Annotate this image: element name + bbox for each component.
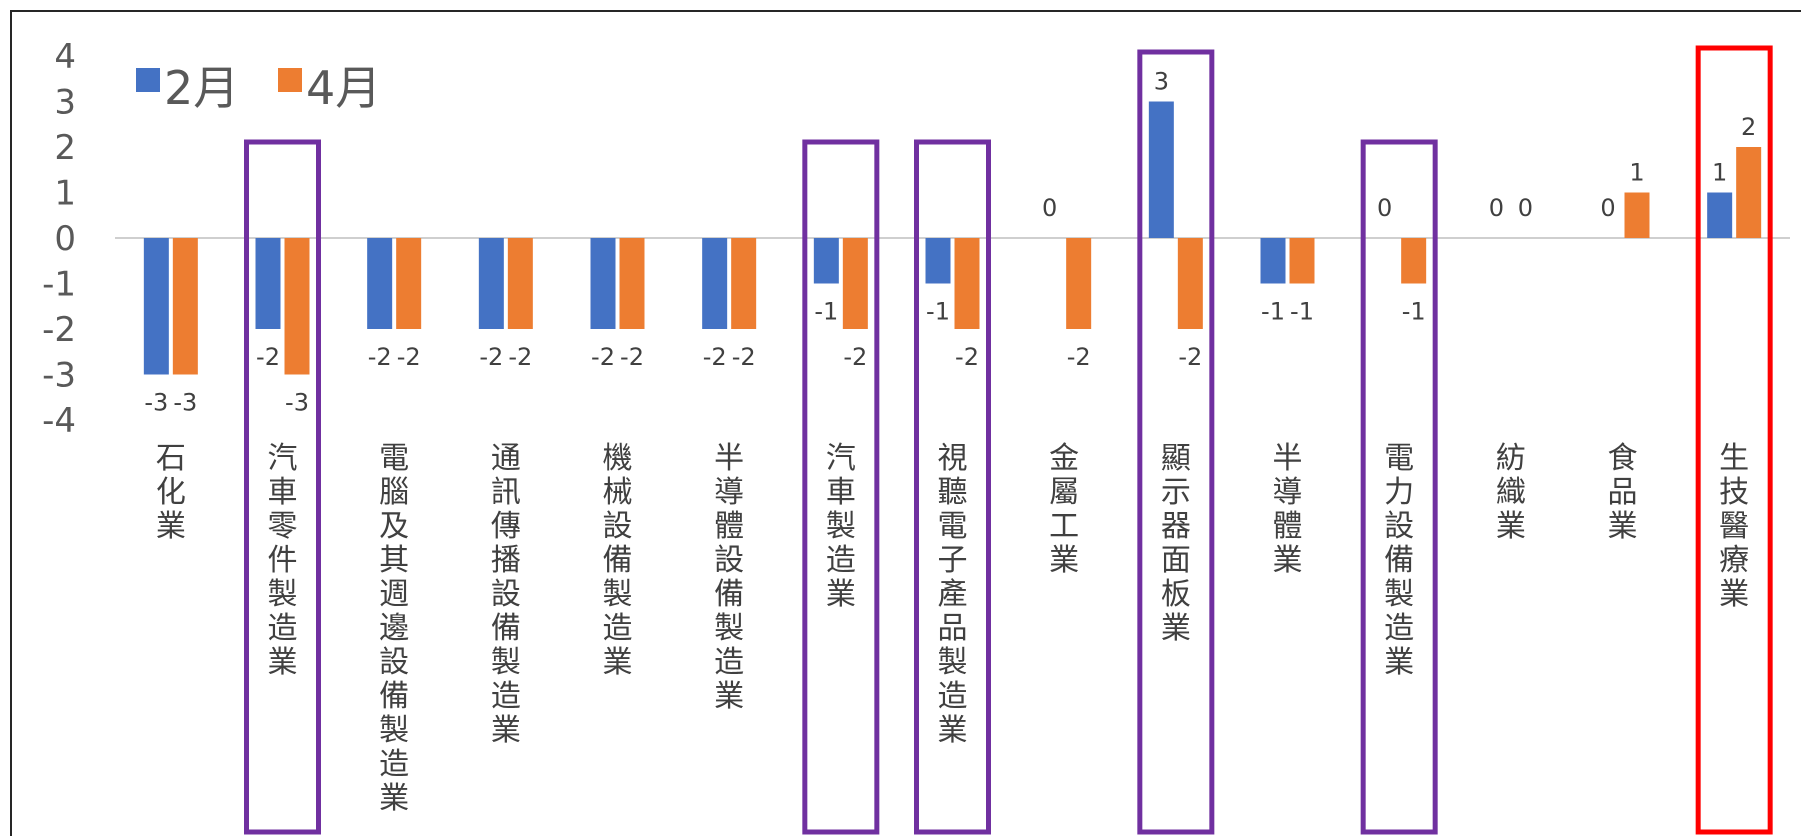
bar-feb bbox=[1707, 192, 1733, 238]
category-label: 石化業 bbox=[156, 441, 186, 544]
data-label: 3 bbox=[1154, 68, 1169, 96]
category-label: 紡織業 bbox=[1496, 441, 1526, 544]
bar-feb bbox=[702, 238, 728, 329]
data-label: 0 bbox=[1042, 194, 1057, 222]
bar-apr bbox=[1289, 238, 1315, 284]
data-label: 1 bbox=[1712, 159, 1727, 187]
category-label: 視聽電子產品製造業 bbox=[938, 441, 968, 748]
data-label: -3 bbox=[173, 389, 197, 417]
bar-apr bbox=[507, 238, 533, 329]
legend-swatch bbox=[278, 68, 302, 92]
y-tick-label: -1 bbox=[42, 265, 76, 305]
bar-apr bbox=[1401, 238, 1427, 284]
data-label: 2 bbox=[1741, 113, 1756, 141]
data-label: 0 bbox=[1518, 194, 1533, 222]
data-label: -2 bbox=[1067, 343, 1091, 371]
highlight-box bbox=[914, 139, 991, 835]
bar-apr bbox=[1177, 238, 1203, 329]
bar-feb bbox=[255, 238, 281, 329]
bar-feb bbox=[813, 238, 839, 284]
y-tick-label: 0 bbox=[54, 219, 76, 259]
bar-apr bbox=[842, 238, 868, 329]
category-label: 電腦及其週邊設備製造業 bbox=[379, 441, 409, 816]
data-label: 1 bbox=[1629, 159, 1644, 187]
y-tick-label: 3 bbox=[54, 83, 76, 123]
bar-apr bbox=[1066, 238, 1092, 329]
bar-apr bbox=[954, 238, 980, 329]
category-label: 食品業 bbox=[1608, 441, 1638, 544]
data-label: -2 bbox=[843, 343, 867, 371]
data-label: -1 bbox=[1402, 298, 1426, 326]
y-tick-label: -2 bbox=[42, 310, 76, 350]
y-tick-label: -4 bbox=[42, 401, 76, 441]
highlight-box bbox=[244, 139, 321, 835]
category-label: 汽車零件製造業 bbox=[268, 441, 298, 680]
chart-border bbox=[10, 10, 1801, 836]
bar-feb bbox=[1148, 101, 1174, 238]
data-label: -2 bbox=[732, 343, 756, 371]
highlight-box bbox=[1360, 139, 1438, 835]
category-label: 通訊傳播設備製造業 bbox=[491, 441, 521, 748]
data-label: -2 bbox=[368, 343, 392, 371]
highlight-box bbox=[1137, 49, 1215, 835]
data-label: -3 bbox=[144, 389, 168, 417]
category-label: 汽車製造業 bbox=[826, 441, 856, 612]
data-label: -1 bbox=[1290, 298, 1314, 326]
category-label: 機械設備製造業 bbox=[603, 441, 633, 680]
bar-feb bbox=[925, 238, 951, 284]
bar-apr bbox=[619, 238, 645, 329]
data-label: -3 bbox=[285, 389, 309, 417]
bar-apr bbox=[1736, 147, 1762, 238]
bar-feb bbox=[367, 238, 393, 329]
data-label: -2 bbox=[508, 343, 532, 371]
data-label: -2 bbox=[1178, 343, 1202, 371]
bar-apr bbox=[1624, 192, 1650, 238]
data-label: 0 bbox=[1489, 194, 1504, 222]
category-label: 半導體設備製造業 bbox=[714, 441, 744, 714]
y-tick-label: 2 bbox=[54, 128, 76, 168]
category-label: 金屬工業 bbox=[1049, 441, 1079, 578]
data-label: -2 bbox=[591, 343, 615, 371]
highlight-box bbox=[802, 139, 880, 835]
category-label: 生技醫療業 bbox=[1719, 441, 1749, 612]
data-label: -2 bbox=[256, 343, 280, 371]
y-tick-label: -3 bbox=[42, 356, 76, 396]
data-label: 0 bbox=[1600, 194, 1615, 222]
data-label: -2 bbox=[703, 343, 727, 371]
legend-label: 4月 bbox=[306, 61, 381, 115]
data-label: -1 bbox=[926, 298, 950, 326]
data-label: 0 bbox=[1377, 194, 1392, 222]
data-label: -2 bbox=[479, 343, 503, 371]
legend-swatch bbox=[136, 68, 160, 92]
category-label: 顯示器面板業 bbox=[1161, 441, 1191, 646]
legend-label: 2月 bbox=[164, 61, 239, 115]
y-tick-label: 1 bbox=[54, 174, 76, 214]
bar-feb bbox=[143, 238, 169, 375]
bar-apr bbox=[396, 238, 422, 329]
bar-feb bbox=[1260, 238, 1286, 284]
highlight-box bbox=[1695, 45, 1773, 835]
y-tick-label: 4 bbox=[54, 37, 76, 77]
data-label: -1 bbox=[814, 298, 838, 326]
data-label: -1 bbox=[1261, 298, 1285, 326]
bar-feb bbox=[478, 238, 504, 329]
bar-apr bbox=[731, 238, 757, 329]
bar-apr bbox=[284, 238, 310, 375]
category-label: 電力設備製造業 bbox=[1384, 441, 1414, 680]
data-label: -2 bbox=[955, 343, 979, 371]
bar-feb bbox=[590, 238, 616, 329]
bar-apr bbox=[172, 238, 198, 375]
category-label: 半導體業 bbox=[1273, 441, 1303, 578]
data-label: -2 bbox=[620, 343, 644, 371]
data-label: -2 bbox=[397, 343, 421, 371]
